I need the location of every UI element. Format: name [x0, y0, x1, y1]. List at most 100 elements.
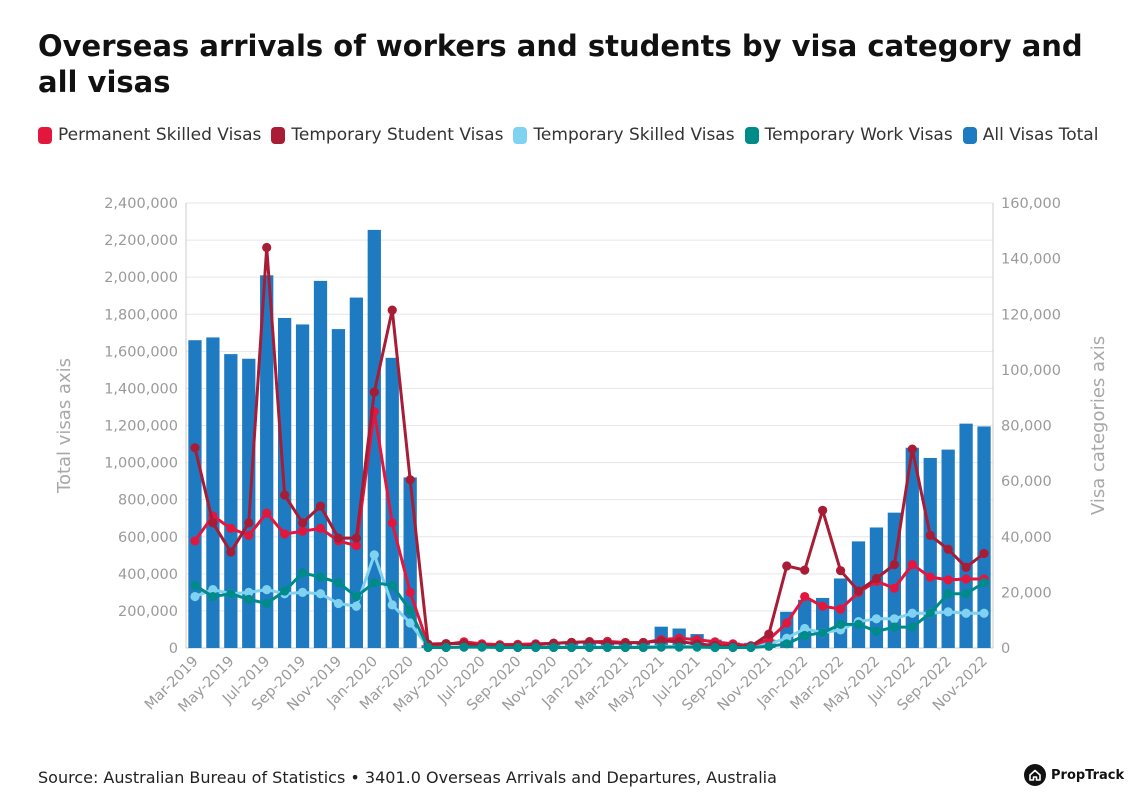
- chart-title: Overseas arrivals of workers and student…: [38, 29, 1083, 99]
- bar-feb-2020: [385, 357, 399, 648]
- brand-name: PropTrack: [1051, 767, 1125, 783]
- data-point: [244, 530, 254, 540]
- right-axis-tick-label: 60,000: [1001, 474, 1052, 490]
- bar-may-2019: [224, 354, 238, 648]
- data-point: [351, 591, 361, 602]
- combo-chart: 0 200,000 400,000 600,000 800,000 1,000,000 1,…: [54, 196, 1109, 716]
- data-point: [190, 536, 200, 546]
- data-point: [262, 242, 272, 253]
- left-axis-tick-label: 0: [169, 641, 178, 657]
- data-point: [835, 566, 846, 576]
- data-point: [190, 580, 200, 591]
- right-axis-title: Visa categories axis: [1088, 336, 1109, 515]
- legend-label: Permanent Skilled Visas: [58, 125, 262, 145]
- series-temporary-skilled-visas: [190, 550, 989, 652]
- right-axis-tick-label: 100,000: [1001, 363, 1061, 379]
- data-point: [638, 642, 648, 653]
- data-point: [351, 533, 361, 543]
- data-point: [871, 573, 882, 584]
- data-point: [369, 387, 379, 397]
- legend-label: All Visas Total: [982, 125, 1099, 145]
- data-point: [190, 591, 200, 602]
- data-point: [387, 518, 397, 528]
- series-permanent-skilled-visas: [190, 406, 989, 651]
- legend-swatch: [744, 126, 759, 144]
- data-point: [871, 614, 882, 624]
- brand-logo: PropTrack: [1024, 764, 1124, 786]
- data-point: [280, 529, 290, 539]
- legend-swatch: [513, 126, 528, 144]
- data-point: [800, 591, 810, 602]
- series-temporary-work-visas: [190, 568, 989, 653]
- right-axis-tick-label: 140,000: [1001, 252, 1061, 268]
- data-point: [333, 598, 344, 609]
- data-point: [979, 578, 989, 588]
- data-point: [620, 642, 630, 653]
- data-point: [584, 642, 595, 653]
- data-point: [835, 604, 846, 614]
- bar-nov-2022: [977, 426, 991, 648]
- data-point: [889, 559, 899, 570]
- left-axis-tick-label: 2,000,000: [104, 270, 178, 286]
- bar-jul-2022: [905, 447, 919, 648]
- left-axis-tick-label: 1,600,000: [104, 344, 178, 360]
- bar-mar-2019: [188, 340, 202, 648]
- data-point: [333, 533, 344, 543]
- data-point: [889, 622, 899, 632]
- series-line: [194, 553, 985, 649]
- data-point: [961, 608, 971, 618]
- data-point: [297, 587, 308, 597]
- data-point: [692, 642, 702, 652]
- data-point: [961, 574, 971, 584]
- left-axis-tick-label: 200,000: [118, 604, 178, 620]
- data-point: [602, 642, 613, 653]
- data-point: [925, 608, 935, 618]
- source-note: Source: Australian Bureau of Statistics …: [38, 768, 777, 787]
- data-point: [764, 641, 774, 651]
- bar-jan-2022: [798, 599, 812, 648]
- data-point: [782, 639, 792, 649]
- legend-label: Temporary Skilled Visas: [533, 125, 735, 145]
- left-axis-tick-label: 1,200,000: [104, 419, 178, 435]
- right-axis-tick-label: 120,000: [1001, 307, 1061, 323]
- data-point: [925, 572, 935, 582]
- bar-nov-2019: [331, 329, 346, 648]
- data-point: [764, 629, 774, 639]
- legend-item-temporary-student-visas: Temporary Student Visas: [271, 124, 503, 146]
- data-point: [351, 541, 361, 551]
- data-point: [961, 589, 971, 599]
- data-point: [369, 550, 379, 560]
- data-point: [961, 562, 971, 572]
- data-point: [405, 587, 415, 597]
- data-point: [818, 628, 828, 638]
- data-point: [387, 580, 397, 591]
- data-point: [889, 614, 899, 624]
- legend-item-temporary-skilled-visas: Temporary Skilled Visas: [513, 124, 735, 146]
- bar-aug-2022: [923, 457, 937, 648]
- data-point: [226, 523, 236, 534]
- data-point: [262, 598, 272, 609]
- data-point: [315, 589, 326, 599]
- data-point: [943, 607, 953, 617]
- bar-oct-2019: [313, 280, 328, 648]
- data-point: [871, 626, 882, 636]
- data-point: [208, 518, 218, 528]
- data-point: [889, 583, 899, 593]
- data-point: [495, 642, 505, 653]
- legend-item-permanent-skilled-visas: Permanent Skilled Visas: [38, 124, 261, 146]
- data-point: [513, 642, 523, 653]
- legend-label: Temporary Student Visas: [291, 125, 504, 145]
- bar-apr-2019: [206, 337, 220, 648]
- data-point: [818, 505, 828, 515]
- data-point: [315, 572, 326, 582]
- legend-label: Temporary Work Visas: [764, 125, 953, 145]
- data-point: [531, 642, 541, 653]
- data-point: [943, 575, 953, 585]
- data-point: [800, 630, 810, 641]
- data-point: [333, 578, 344, 588]
- data-point: [782, 561, 792, 571]
- left-axis-tick-label: 2,200,000: [104, 233, 178, 249]
- data-point: [710, 642, 720, 653]
- data-point: [405, 618, 415, 628]
- series-line: [193, 246, 985, 648]
